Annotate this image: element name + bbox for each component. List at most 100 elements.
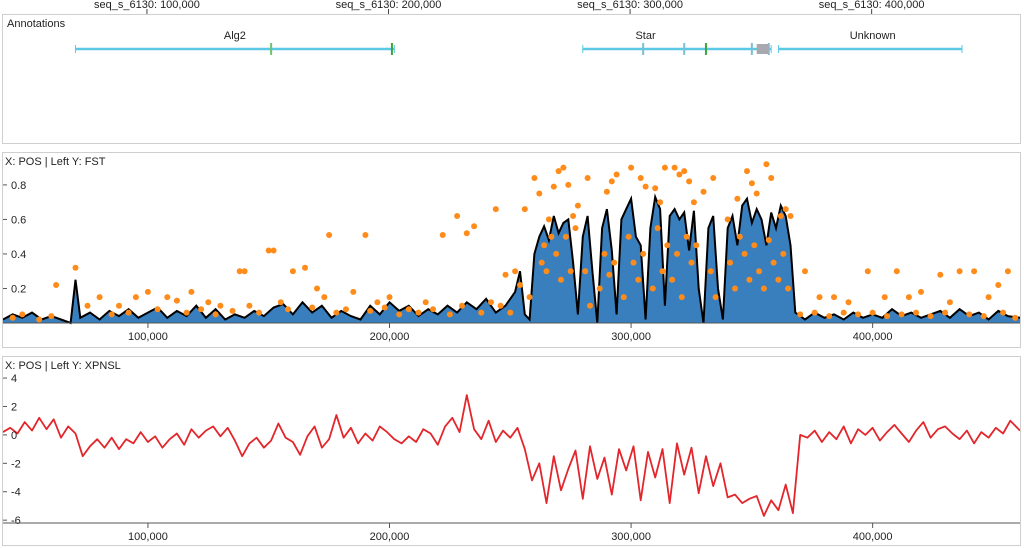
- fst-data-point: [640, 250, 647, 257]
- fst-data-point: [688, 259, 695, 266]
- fst-data-point: [753, 190, 760, 197]
- fst-data-point: [669, 276, 676, 283]
- fst-data-point: [587, 302, 593, 309]
- fst-data-point: [756, 268, 763, 275]
- fst-data-point: [236, 268, 243, 275]
- y-axis-tick-label: 0.8: [11, 180, 26, 192]
- fst-data-point: [782, 206, 789, 213]
- fst-data-point: [285, 306, 291, 313]
- fst-data-point: [350, 288, 357, 295]
- fst-data-point: [454, 213, 461, 219]
- y-axis-tick-label: -6: [11, 515, 21, 527]
- fst-data-point: [652, 185, 659, 192]
- fst-data-point: [572, 225, 579, 232]
- fst-data-point: [582, 268, 589, 275]
- fst-data-point: [343, 306, 349, 313]
- fst-data-point: [321, 294, 328, 301]
- fst-data-point: [584, 175, 591, 181]
- fst-data-point: [780, 250, 787, 257]
- fst-data-point: [144, 288, 151, 295]
- x-axis-tick-label: 100,000: [128, 331, 168, 343]
- fst-data-point: [659, 268, 666, 275]
- fst-data-point: [700, 188, 707, 195]
- fst-data-point: [741, 250, 748, 257]
- fst-data-point: [289, 268, 296, 275]
- top-position-axis: seq_s_6130: 100,000 seq_s_6130: 200,000 se…: [0, 0, 1024, 14]
- fst-data-point: [678, 294, 685, 301]
- fst-data-point: [241, 268, 248, 275]
- fst-data-point: [596, 285, 603, 292]
- y-axis-tick-label: -2: [11, 458, 21, 470]
- fst-data-point: [125, 309, 132, 316]
- fst-data-point: [205, 299, 212, 306]
- fst-data-point: [154, 306, 161, 313]
- y-axis-tick-label: 2: [11, 401, 17, 413]
- fst-data-point: [869, 309, 876, 316]
- fst-data-point: [314, 285, 320, 292]
- fst-data-point: [693, 242, 700, 249]
- fst-data-point: [980, 313, 987, 320]
- fst-data-point: [676, 171, 683, 178]
- fst-data-point: [217, 302, 224, 309]
- fst-data-point: [430, 306, 436, 313]
- fst-data-point: [840, 309, 847, 316]
- fst-data-point: [1000, 309, 1007, 316]
- fst-data-point: [710, 175, 717, 181]
- fst-data-point: [775, 276, 782, 283]
- fst-data-point: [459, 302, 465, 309]
- fst-data-point: [748, 180, 755, 187]
- fst-data-point: [637, 175, 644, 181]
- fst-data-point: [9, 314, 16, 321]
- fst-data-point: [48, 313, 55, 320]
- fst-data-point: [995, 282, 1002, 288]
- fst-data-point: [927, 313, 934, 320]
- fst-data-point: [946, 299, 953, 306]
- fst-data-point: [606, 271, 613, 278]
- fst-data-point: [797, 311, 804, 318]
- fst-data-point: [625, 233, 632, 240]
- y-axis-tick-label: 0: [11, 430, 17, 442]
- fst-data-point: [744, 168, 750, 175]
- fst-data-point: [164, 294, 171, 301]
- x-axis-tick-label: 200,000: [370, 531, 410, 543]
- fst-data-point: [664, 242, 671, 249]
- fst-data-point: [415, 309, 422, 316]
- fst-data-point: [777, 213, 784, 219]
- top-axis-tick-label: seq_s_6130: 100,000: [94, 0, 200, 11]
- fst-data-point: [649, 285, 656, 292]
- fst-data-point: [396, 311, 403, 318]
- fst-data-point: [765, 237, 772, 244]
- fst-data-point: [488, 299, 494, 306]
- fst-data-point: [526, 294, 533, 301]
- fst-data-point: [333, 309, 340, 316]
- fst-data-point: [270, 247, 277, 254]
- fst-data-point: [864, 268, 871, 275]
- fst-data-point: [763, 161, 770, 168]
- fst-data-point: [512, 268, 519, 275]
- fst-data-point: [1012, 314, 1019, 321]
- fst-data-point: [826, 313, 833, 320]
- fst-data-point: [760, 285, 767, 292]
- fst-data-point: [956, 268, 963, 275]
- fst-data-point: [188, 288, 195, 295]
- fst-data-point: [302, 264, 308, 271]
- fst-data-point: [620, 294, 627, 301]
- fst-data-point: [681, 168, 688, 175]
- fst-data-point: [562, 233, 569, 240]
- fst-data-point: [661, 164, 668, 171]
- fst-data-point: [531, 175, 538, 181]
- x-axis-tick-label: 300,000: [611, 531, 651, 543]
- fst-data-point: [724, 216, 731, 223]
- fst-data-point: [446, 311, 453, 318]
- fst-data-point: [492, 206, 499, 213]
- fst-data-point: [478, 309, 485, 316]
- fst-data-point: [746, 276, 753, 283]
- xpnsl-series-line: [3, 394, 1020, 517]
- fst-data-point: [19, 311, 26, 318]
- fst-data-point: [108, 311, 115, 318]
- fst-data-point: [884, 313, 891, 320]
- fst-data-point: [132, 294, 139, 301]
- annotation-label-alg2: Alg2: [224, 30, 246, 42]
- fst-data-point: [277, 299, 284, 306]
- top-axis-tick-label: seq_s_6130: 200,000: [336, 0, 442, 11]
